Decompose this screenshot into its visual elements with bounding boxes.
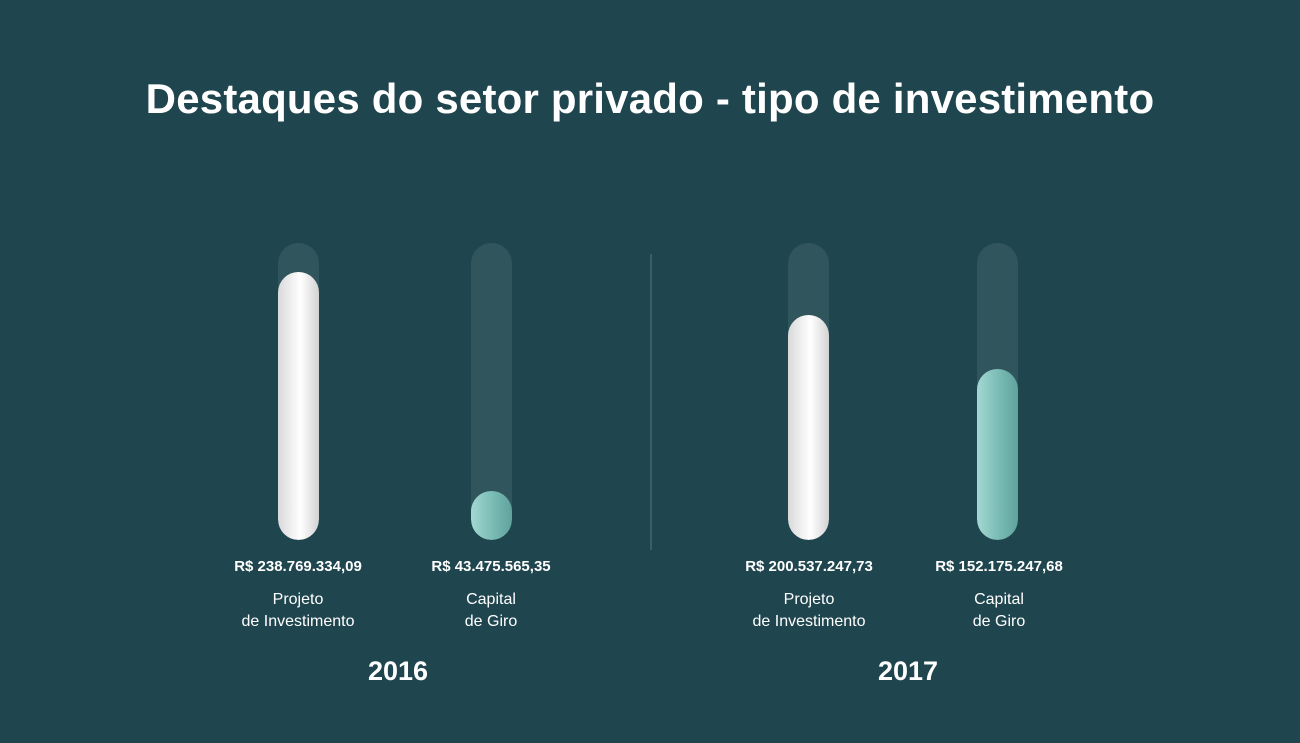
value-label-2016-capital: R$ 43.475.565,35	[431, 558, 551, 575]
value-label-2016-projeto: R$ 238.769.334,09	[234, 558, 362, 575]
category-label-line1: Capital	[974, 591, 1024, 608]
chart-title: Destaques do setor privado - tipo de inv…	[145, 75, 1155, 122]
year-label-2017: 2017	[877, 656, 939, 686]
bar-track-2016-capital	[471, 243, 512, 540]
category-label-2017-capital: Capital de Giro	[899, 589, 1099, 633]
bar-track-2017-projeto	[788, 243, 829, 540]
category-label-line2: de Giro	[464, 613, 518, 630]
category-label-line2: de Giro	[972, 613, 1026, 630]
category-label-line2: de Investimento	[241, 613, 355, 630]
bar-2017-capital	[977, 369, 1018, 540]
bar-2016-projeto	[278, 272, 319, 540]
bar-track-2017-capital	[977, 243, 1018, 540]
category-label-line1: Projeto	[272, 591, 324, 608]
category-label-2016-capital: Capital de Giro	[391, 589, 591, 633]
bar-track-2016-projeto	[278, 243, 319, 540]
year-label-2016: 2016	[367, 656, 429, 686]
category-label-line2: de Investimento	[752, 613, 866, 630]
category-label-line1: Capital	[466, 591, 516, 608]
year-divider	[650, 254, 652, 550]
bar-2017-projeto	[788, 315, 829, 540]
bar-2016-capital	[471, 491, 512, 540]
value-label-2017-projeto: R$ 200.537.247,73	[745, 558, 873, 575]
category-label-2017-projeto: Projeto de Investimento	[709, 589, 909, 633]
value-label-2017-capital: R$ 152.175.247,68	[935, 558, 1063, 575]
category-label-2016-projeto: Projeto de Investimento	[198, 589, 398, 633]
category-label-line1: Projeto	[783, 591, 835, 608]
